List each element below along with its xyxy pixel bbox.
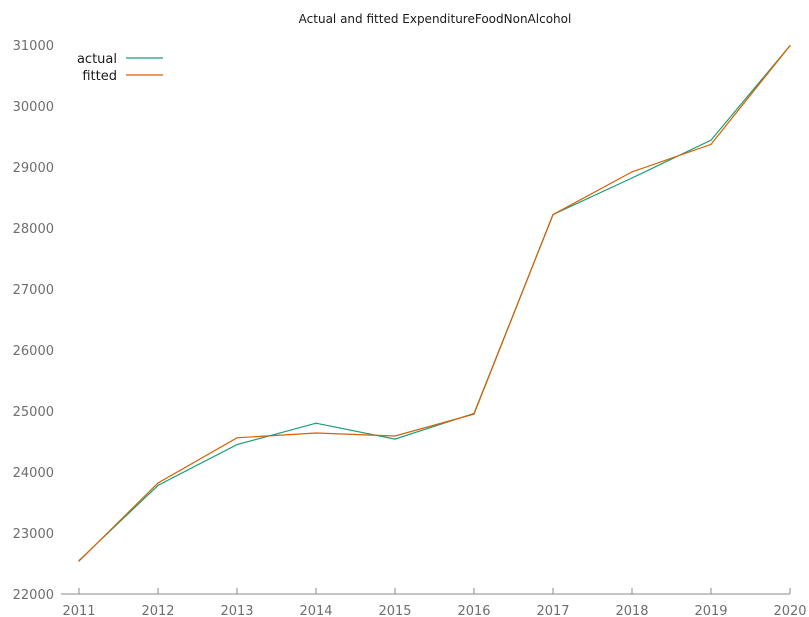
x-tick-label: 2013 <box>220 604 253 617</box>
x-tick-label: 2019 <box>694 604 727 617</box>
y-tick-label: 27000 <box>13 283 54 298</box>
data-point-actual <box>236 444 238 446</box>
y-tick-label: 28000 <box>13 222 54 237</box>
x-tick-label: 2015 <box>378 604 411 617</box>
data-point-actual <box>394 438 396 440</box>
data-point-actual <box>157 484 159 486</box>
x-tick-label: 2016 <box>457 604 490 617</box>
data-point-fitted <box>315 432 317 434</box>
x-tick-label: 2017 <box>536 604 569 617</box>
y-tick-label: 22000 <box>13 588 54 603</box>
y-tick-label: 23000 <box>13 527 54 542</box>
y-tick-label: 30000 <box>13 100 54 115</box>
legend-label-actual: actual <box>77 52 117 67</box>
legend: actual fitted <box>77 52 163 84</box>
data-point-fitted <box>631 171 633 173</box>
x-tick-label: 2018 <box>615 604 648 617</box>
data-point-actual <box>710 139 712 141</box>
y-tick-label: 25000 <box>13 405 54 420</box>
data-point-fitted <box>157 482 159 484</box>
x-tick-label: 2014 <box>299 604 332 617</box>
data-point-fitted <box>236 437 238 439</box>
data-point-fitted <box>394 435 396 437</box>
x-tick-label: 2011 <box>62 604 95 617</box>
series-line-fitted <box>78 45 791 562</box>
legend-label-fitted: fitted <box>82 69 117 84</box>
x-tick-label: 2012 <box>141 604 174 617</box>
chart-title: Actual and fitted ExpenditureFoodNonAlco… <box>299 12 572 26</box>
series-layer <box>78 45 791 562</box>
x-tick-label: 2020 <box>773 604 806 617</box>
data-point-fitted <box>710 143 712 145</box>
y-tick-label: 31000 <box>13 39 54 54</box>
data-point-fitted <box>789 45 791 47</box>
y-tick-label: 24000 <box>13 466 54 481</box>
x-axis-ticks: 2011 2012 2013 2014 2015 2016 2017 2018 2019 2020 <box>62 588 807 617</box>
data-point-fitted <box>552 214 554 216</box>
y-tick-label: 29000 <box>13 161 54 176</box>
series-line-actual <box>78 45 791 561</box>
data-point-fitted <box>473 413 475 415</box>
y-tick-label: 26000 <box>13 344 54 359</box>
data-point-actual <box>631 177 633 179</box>
y-axis-ticks: 22000 23000 24000 25000 26000 27000 28000 29000… <box>13 39 54 603</box>
data-point-fitted <box>78 560 80 562</box>
data-point-actual <box>315 422 317 424</box>
